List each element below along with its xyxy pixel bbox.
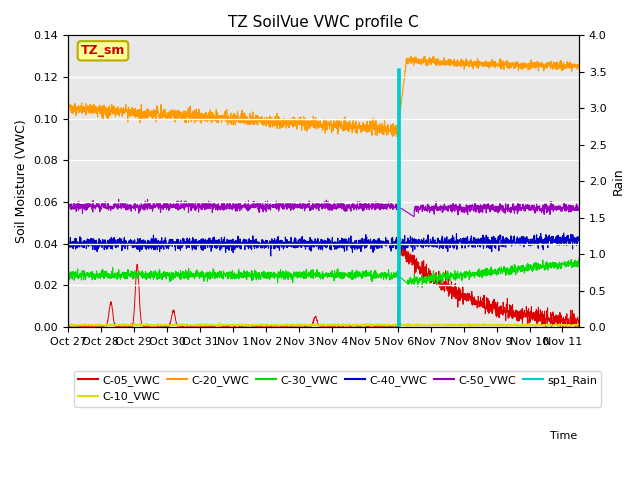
C-10_VWC bbox=[575, 322, 583, 327]
C-50_VWC bbox=[115, 196, 122, 202]
C-05_VWC bbox=[326, 324, 334, 330]
C-50_VWC bbox=[326, 201, 334, 207]
C-10_VWC bbox=[557, 323, 565, 329]
C-05_VWC bbox=[95, 324, 102, 329]
C-30_VWC bbox=[557, 262, 565, 267]
Line: C-40_VWC: C-40_VWC bbox=[68, 233, 579, 256]
C-50_VWC bbox=[557, 204, 565, 210]
C-50_VWC bbox=[385, 204, 392, 209]
Text: Time: Time bbox=[550, 431, 577, 441]
Line: C-10_VWC: C-10_VWC bbox=[68, 323, 579, 327]
Legend: C-05_VWC, C-10_VWC, C-20_VWC, C-30_VWC, C-40_VWC, C-50_VWC, sp1_Rain: C-05_VWC, C-10_VWC, C-20_VWC, C-30_VWC, … bbox=[74, 371, 602, 407]
C-40_VWC bbox=[560, 230, 568, 236]
C-05_VWC bbox=[64, 324, 72, 330]
C-20_VWC bbox=[384, 122, 392, 128]
C-30_VWC bbox=[384, 273, 392, 279]
C-05_VWC bbox=[575, 318, 583, 324]
C-30_VWC bbox=[497, 270, 504, 276]
C-50_VWC bbox=[410, 214, 418, 219]
C-10_VWC bbox=[497, 322, 504, 328]
C-30_VWC bbox=[326, 272, 334, 278]
C-40_VWC bbox=[575, 235, 583, 241]
C-05_VWC bbox=[385, 324, 392, 330]
C-20_VWC bbox=[407, 53, 415, 59]
Line: C-20_VWC: C-20_VWC bbox=[68, 56, 579, 137]
C-20_VWC bbox=[64, 107, 72, 113]
C-20_VWC bbox=[497, 66, 505, 72]
Title: TZ SoilVue VWC profile C: TZ SoilVue VWC profile C bbox=[228, 15, 419, 30]
C-05_VWC bbox=[497, 307, 505, 313]
C-10_VWC bbox=[94, 322, 102, 327]
C-40_VWC bbox=[64, 240, 72, 245]
C-50_VWC bbox=[575, 207, 583, 213]
C-50_VWC bbox=[94, 201, 102, 206]
C-30_VWC bbox=[400, 277, 408, 283]
C-50_VWC bbox=[497, 204, 505, 210]
C-40_VWC bbox=[267, 253, 275, 259]
C-20_VWC bbox=[575, 65, 583, 71]
Line: C-05_VWC: C-05_VWC bbox=[68, 239, 579, 327]
Y-axis label: Soil Moisture (VWC): Soil Moisture (VWC) bbox=[15, 120, 28, 243]
C-10_VWC bbox=[326, 323, 334, 328]
Line: C-50_VWC: C-50_VWC bbox=[68, 199, 579, 216]
C-20_VWC bbox=[94, 107, 102, 113]
C-05_VWC bbox=[65, 324, 72, 330]
C-10_VWC bbox=[64, 324, 72, 329]
C-20_VWC bbox=[400, 81, 408, 86]
C-30_VWC bbox=[64, 270, 72, 276]
C-40_VWC bbox=[497, 232, 504, 238]
C-50_VWC bbox=[64, 204, 72, 209]
C-40_VWC bbox=[94, 246, 102, 252]
C-10_VWC bbox=[385, 322, 392, 327]
C-20_VWC bbox=[394, 134, 401, 140]
C-05_VWC bbox=[557, 312, 565, 318]
C-10_VWC bbox=[515, 324, 522, 330]
C-40_VWC bbox=[385, 240, 392, 246]
C-40_VWC bbox=[400, 245, 408, 251]
C-20_VWC bbox=[326, 119, 334, 125]
Y-axis label: Rain: Rain bbox=[612, 168, 625, 195]
Text: TZ_sm: TZ_sm bbox=[81, 44, 125, 57]
C-50_VWC bbox=[400, 207, 408, 213]
C-05_VWC bbox=[400, 247, 408, 252]
C-30_VWC bbox=[94, 272, 102, 278]
C-30_VWC bbox=[575, 256, 583, 262]
C-05_VWC bbox=[396, 236, 403, 242]
Line: C-30_VWC: C-30_VWC bbox=[68, 259, 579, 288]
C-40_VWC bbox=[557, 240, 565, 245]
C-10_VWC bbox=[216, 320, 224, 325]
C-20_VWC bbox=[557, 63, 565, 69]
C-10_VWC bbox=[400, 322, 408, 327]
C-40_VWC bbox=[326, 238, 334, 244]
C-30_VWC bbox=[419, 285, 426, 290]
